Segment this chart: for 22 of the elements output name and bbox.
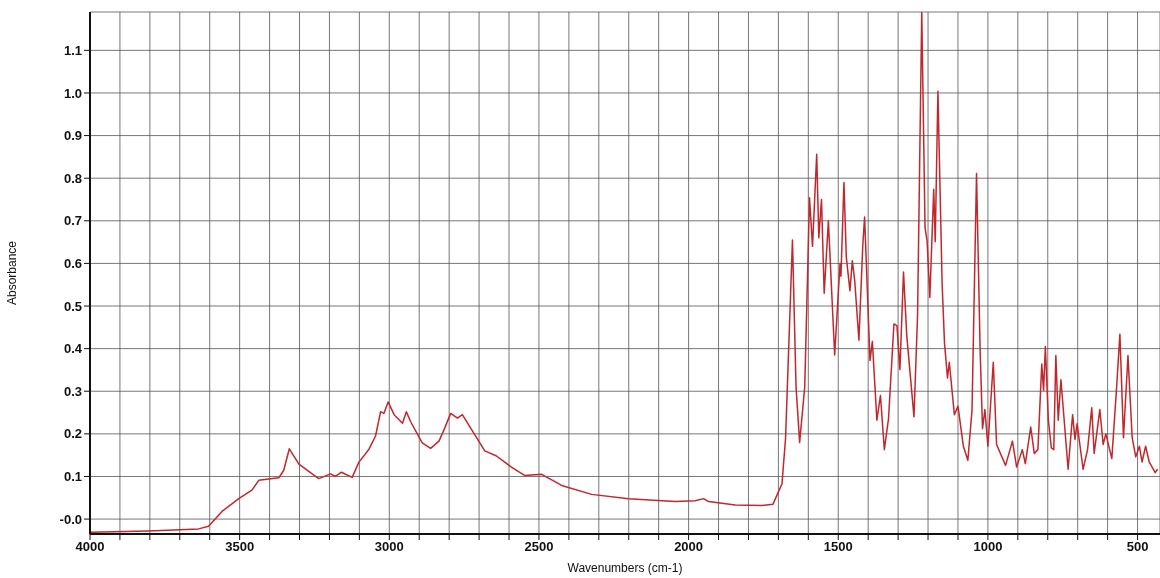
x-tick-label: 1000 <box>973 539 1003 555</box>
x-tick-label: 2000 <box>674 539 704 555</box>
y-tick-label: 0.1 <box>63 469 82 485</box>
x-tick-label: 500 <box>1126 539 1149 555</box>
x-tick-label: 2500 <box>524 539 554 555</box>
y-tick-label: 1.1 <box>63 42 82 58</box>
x-tick-label: 4000 <box>75 539 105 555</box>
y-tick-label: 1.0 <box>63 85 82 101</box>
y-tick-label: -0.0 <box>59 511 82 527</box>
y-tick-label: 0.4 <box>63 341 83 357</box>
y-tick-label: 0.5 <box>63 298 82 314</box>
y-tick-label: 0.2 <box>63 426 82 442</box>
y-tick-label: 0.8 <box>63 170 82 186</box>
x-tick-label: 3000 <box>374 539 404 555</box>
y-tick-label: 0.6 <box>63 256 82 272</box>
x-tick-label: 1500 <box>823 539 853 555</box>
y-tick-label: 0.3 <box>63 383 82 399</box>
x-axis-title: Wavenumbers (cm-1) <box>567 561 683 575</box>
y-axis-title: Absorbance <box>5 240 20 306</box>
x-tick-label: 3500 <box>225 539 255 555</box>
y-tick-label: 0.7 <box>63 213 82 229</box>
y-tick-label: 0.9 <box>63 128 82 144</box>
